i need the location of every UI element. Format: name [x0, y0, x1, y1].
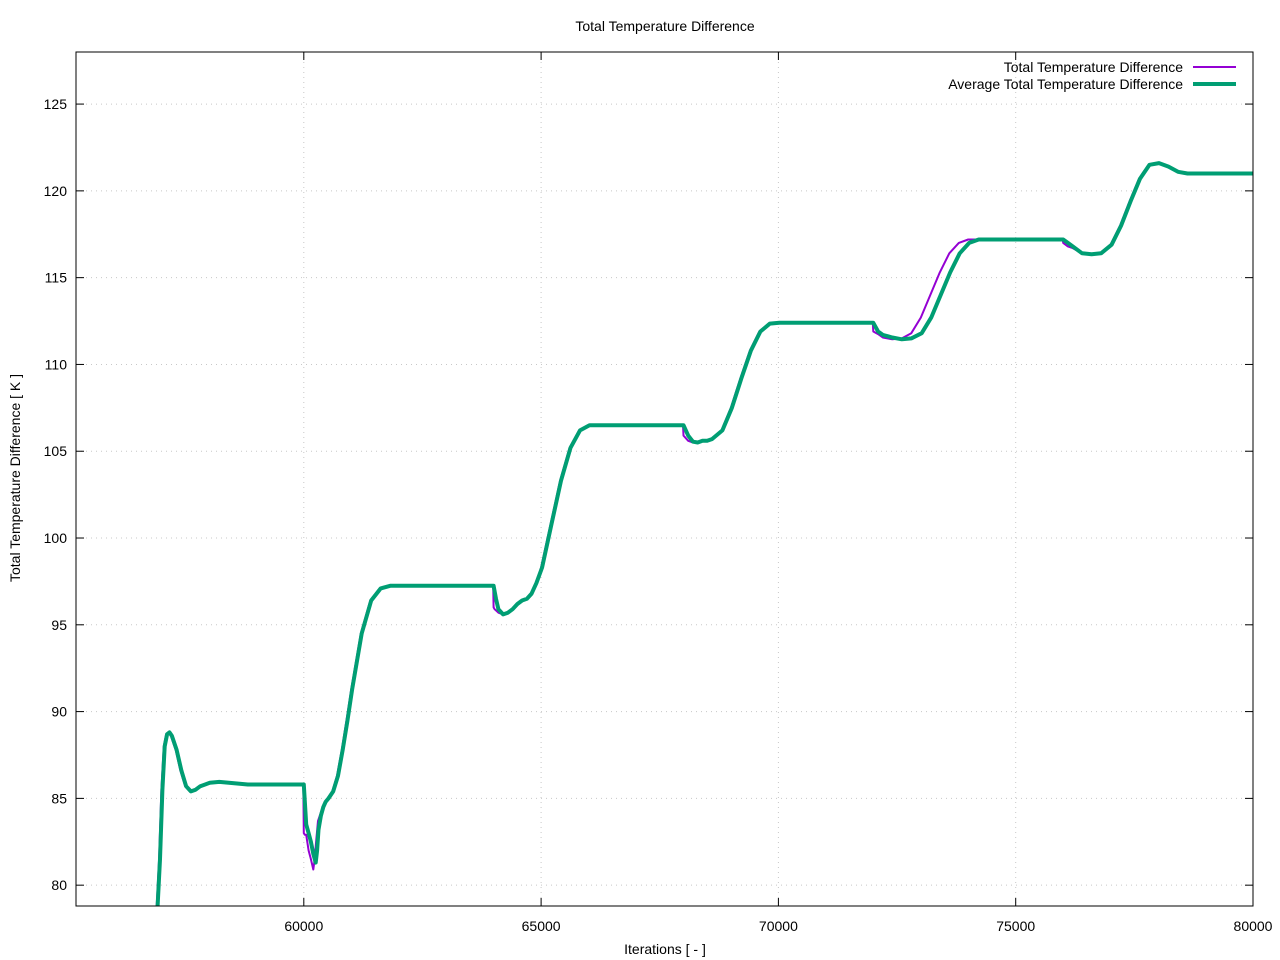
y-tick-label: 95 — [51, 617, 67, 633]
plot-frame — [75, 51, 1254, 907]
x-tick-label: 75000 — [996, 918, 1035, 934]
y-tick-label: 125 — [44, 96, 68, 112]
legend-label-average-total-temperature-difference: Average Total Temperature Difference — [948, 76, 1183, 92]
y-tick-label: 110 — [45, 356, 68, 372]
series-layer — [155, 161, 1253, 906]
x-tick-labels: 60000 65000 70000 75000 80000 — [284, 918, 1272, 934]
chart-title: Total Temperature Difference — [575, 18, 754, 34]
y-tick-labels: 80 85 90 95 100 105 110 115 120 125 — [44, 96, 68, 893]
y-tick-label: 105 — [44, 443, 68, 459]
y-axis-label: Total Temperature Difference [ K ] — [7, 374, 23, 582]
grid — [76, 52, 1253, 906]
legend-label-total-temperature-difference: Total Temperature Difference — [1004, 59, 1183, 75]
x-axis-label: Iterations [ - ] — [624, 941, 706, 957]
series-line-average-total-temperature-difference — [155, 161, 1253, 906]
y-tick-label: 115 — [45, 270, 68, 286]
y-tick-label: 85 — [51, 790, 67, 806]
x-tick-label: 65000 — [522, 918, 561, 934]
x-tick-label: 60000 — [284, 918, 323, 934]
legend: Total Temperature Difference Average Tot… — [948, 59, 1236, 92]
y-tick-label: 100 — [44, 530, 68, 546]
y-tick-label: 120 — [44, 183, 68, 199]
y-tick-label: 80 — [51, 877, 67, 893]
y-tick-label: 90 — [51, 704, 67, 720]
x-tick-label: 80000 — [1234, 918, 1273, 934]
x-tick-label: 70000 — [759, 918, 798, 934]
